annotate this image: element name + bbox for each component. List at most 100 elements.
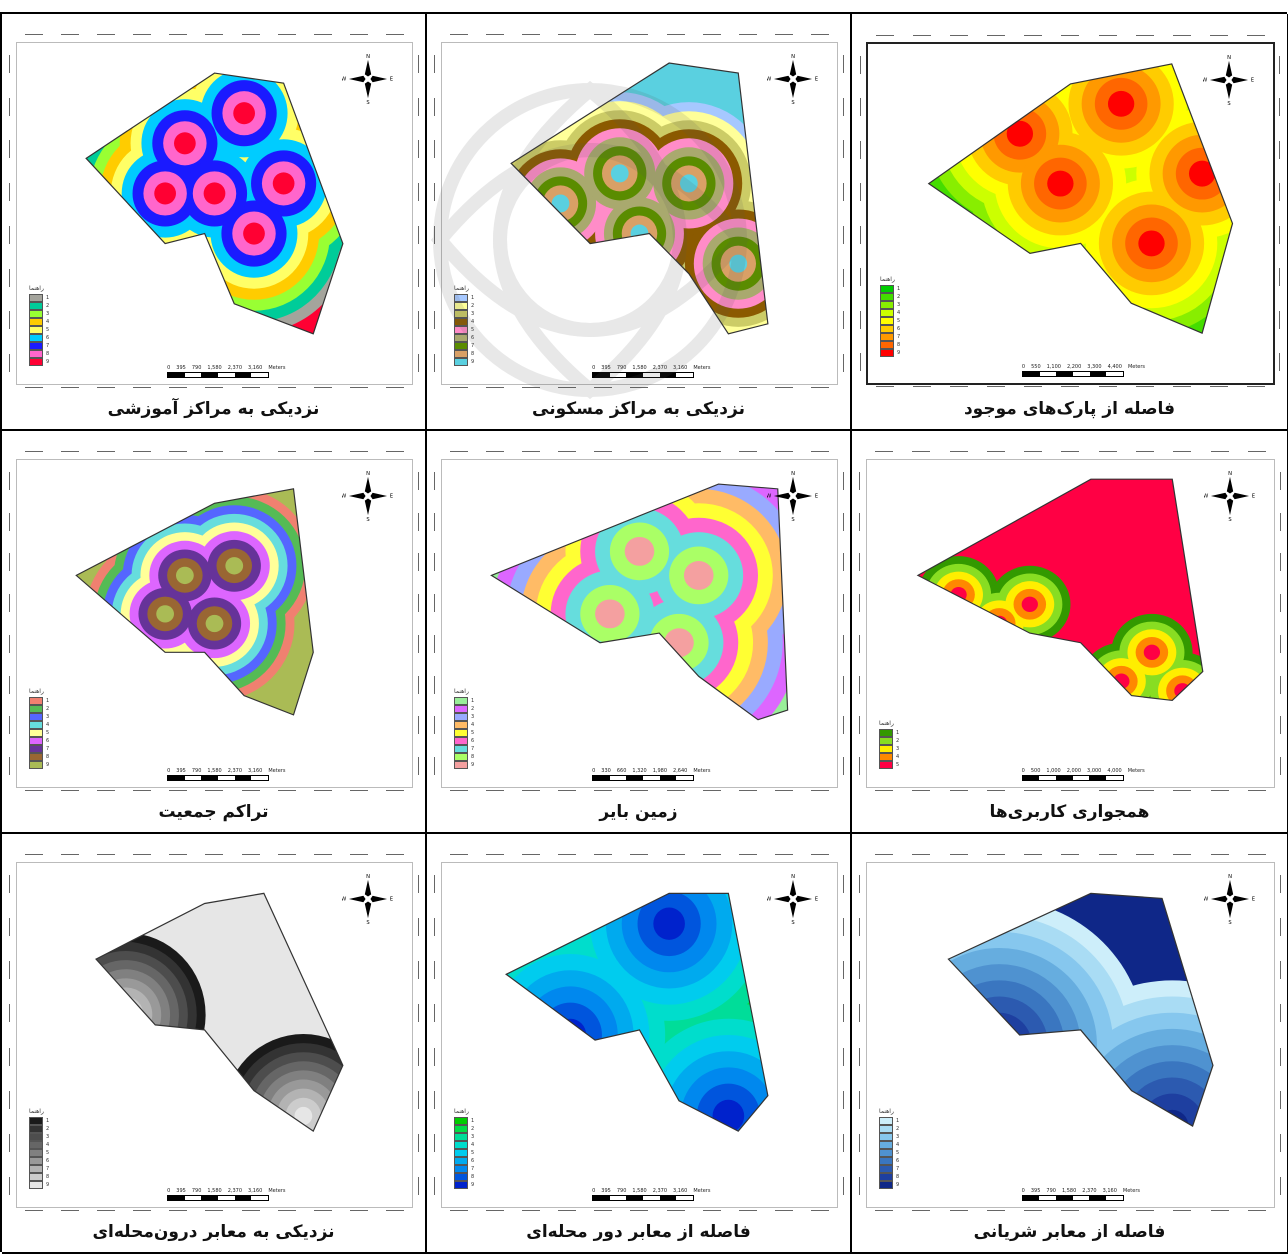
tick-mark bbox=[95, 386, 118, 389]
legend-title: راهنما bbox=[880, 276, 895, 283]
right-ticks bbox=[841, 53, 847, 374]
tick-mark bbox=[203, 450, 226, 453]
tick-mark bbox=[1022, 789, 1045, 792]
legend-label: 8 bbox=[46, 351, 50, 357]
compass-letter-w: W bbox=[1204, 897, 1208, 903]
tick-mark bbox=[858, 96, 863, 119]
legend-row: 8 bbox=[454, 753, 474, 761]
study-area-map bbox=[490, 483, 789, 721]
tick-mark bbox=[416, 351, 421, 374]
legend-label: 4 bbox=[46, 1142, 50, 1148]
scale-segment bbox=[251, 1196, 269, 1200]
bottom-ticks bbox=[23, 789, 406, 797]
legend-row: 2 bbox=[454, 302, 474, 310]
scale-labels: 0 395 790 1,580 2,370 3,160 Meters bbox=[167, 1188, 285, 1194]
scale-label: 4,000 bbox=[1107, 768, 1122, 774]
tick-mark bbox=[1059, 450, 1082, 453]
legend-swatch bbox=[29, 737, 43, 745]
scale-label: 1,100 bbox=[1046, 364, 1061, 370]
tick-mark bbox=[700, 789, 723, 792]
tick-mark bbox=[1170, 34, 1193, 37]
scale-segment bbox=[251, 776, 269, 780]
tick-mark bbox=[772, 1209, 795, 1212]
legend-swatch bbox=[454, 1149, 468, 1157]
legend-swatch bbox=[29, 705, 43, 713]
compass-letter-e: E bbox=[815, 494, 818, 500]
legend-row: 7 bbox=[29, 342, 49, 350]
right-ticks bbox=[416, 470, 422, 777]
legend-swatch bbox=[454, 302, 468, 310]
scale-bar: 0 330 660 1,320 1,980 2,640 Meters bbox=[592, 768, 710, 781]
tick-mark bbox=[347, 789, 370, 792]
scale-segment bbox=[609, 1196, 627, 1200]
tick-mark bbox=[7, 1088, 12, 1111]
tick-mark bbox=[592, 853, 615, 856]
distance-zone bbox=[950, 586, 967, 603]
scale-label: 0 bbox=[592, 1188, 596, 1194]
tick-mark bbox=[1278, 551, 1283, 574]
legend-swatch bbox=[454, 729, 468, 737]
distance-zone bbox=[610, 164, 629, 183]
right-ticks bbox=[841, 873, 847, 1197]
tick-mark bbox=[808, 450, 831, 453]
legend-swatch bbox=[29, 310, 43, 318]
tick-mark bbox=[484, 853, 507, 856]
scale-segment bbox=[1089, 776, 1107, 780]
legend-label: 3 bbox=[471, 1134, 475, 1140]
tick-mark bbox=[311, 450, 334, 453]
tick-mark bbox=[1171, 789, 1194, 792]
tick-mark bbox=[484, 386, 507, 389]
compass-inner-star bbox=[360, 891, 376, 907]
tick-mark bbox=[383, 386, 406, 389]
scale-segment bbox=[1072, 372, 1090, 376]
tick-mark bbox=[700, 853, 723, 856]
scale-segment bbox=[593, 776, 610, 780]
legend-label: 7 bbox=[471, 1166, 475, 1172]
study-area-boundary bbox=[510, 62, 769, 335]
north-arrow-icon: N S E W bbox=[767, 54, 818, 105]
scale-bar-graphic bbox=[167, 372, 270, 378]
legend-row: 6 bbox=[454, 737, 474, 745]
legend-label: 6 bbox=[46, 1158, 50, 1164]
tick-mark bbox=[275, 853, 298, 856]
legend-row: 8 bbox=[29, 753, 49, 761]
study-area-boundary bbox=[916, 478, 1204, 702]
tick-mark bbox=[7, 266, 12, 289]
legend-label: 2 bbox=[471, 1126, 475, 1132]
tick-mark bbox=[432, 873, 437, 895]
tick-mark bbox=[857, 959, 862, 982]
tick-mark bbox=[432, 1002, 437, 1025]
legend-label: 4 bbox=[471, 722, 475, 728]
tick-mark bbox=[858, 266, 863, 289]
tick-mark bbox=[275, 789, 298, 792]
map-legend: راهنما 1 2 3 4 5 6 7 8 9 bbox=[880, 276, 900, 357]
tick-mark bbox=[1134, 853, 1157, 856]
legend-swatch bbox=[454, 310, 468, 318]
legend-swatch bbox=[454, 1133, 468, 1141]
map-legend: راهنما 1 2 3 4 5 6 7 8 9 bbox=[454, 688, 474, 769]
tick-mark bbox=[311, 789, 334, 792]
tick-mark bbox=[858, 308, 863, 331]
legend-label: 9 bbox=[46, 1182, 50, 1188]
legend-row: 8 bbox=[880, 341, 900, 349]
tick-mark bbox=[664, 33, 687, 36]
legend-row: 3 bbox=[879, 1133, 899, 1141]
tick-mark bbox=[857, 510, 862, 533]
legend-label: 6 bbox=[897, 326, 901, 332]
compass-letter-n: N bbox=[1227, 55, 1231, 61]
tick-mark bbox=[416, 1002, 421, 1025]
legend-row: 7 bbox=[879, 1165, 899, 1173]
scale-label: 790 bbox=[1046, 1188, 1056, 1194]
legend-row: 8 bbox=[454, 350, 474, 358]
tick-mark bbox=[416, 1045, 421, 1068]
tick-mark bbox=[857, 1174, 862, 1197]
study-area-boundary bbox=[505, 892, 769, 1132]
tick-mark bbox=[131, 1209, 154, 1212]
tick-mark bbox=[167, 450, 190, 453]
legend-row: 1 bbox=[29, 1117, 49, 1125]
tick-mark bbox=[808, 789, 831, 792]
study-area-boundary bbox=[95, 892, 344, 1133]
compass-letter-e: E bbox=[815, 77, 818, 83]
legend-row: 6 bbox=[29, 334, 49, 342]
